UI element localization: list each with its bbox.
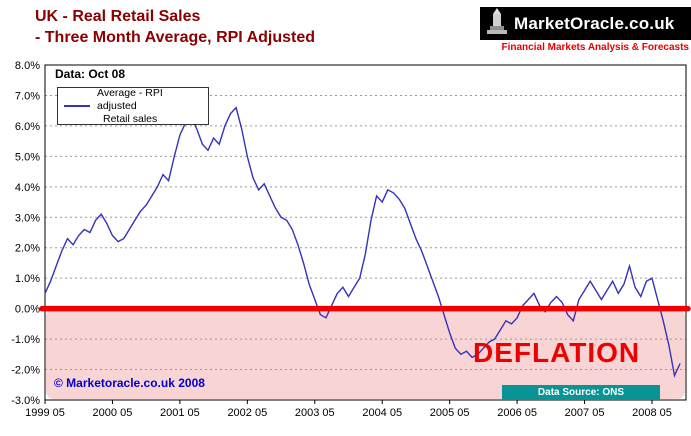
y-tick-label: 2.0%	[15, 243, 40, 255]
y-tick-label: 5.0%	[15, 151, 40, 163]
legend-line-sample	[64, 105, 90, 107]
data-asof-label: Data: Oct 08	[55, 67, 126, 81]
copyright-label: © Marketoracle.co.uk 2008	[54, 376, 205, 390]
deflation-annotation: DEFLATION	[473, 337, 641, 368]
legend-label-line1: Average - RPI adjusted	[97, 86, 163, 112]
y-tick-label: 8.0%	[15, 60, 40, 72]
x-tick-label: 2008 05	[632, 407, 672, 419]
data-source-badge: Data Source: ONS	[502, 385, 660, 400]
y-tick-label: 0.0%	[15, 304, 40, 316]
x-tick-label: 2005 05	[430, 407, 470, 419]
brand-name: MarketOracle.co.uk	[514, 13, 675, 33]
monument-icon	[485, 7, 509, 40]
x-tick-label: 2002 05	[227, 407, 267, 419]
x-tick-label: 2004 05	[362, 407, 402, 419]
legend-label: Average - RPI adjusted Retail sales	[97, 87, 202, 126]
y-tick-label: -1.0%	[11, 334, 40, 346]
line-chart: 8.0% 7.0% 6.0% 5.0% 4.0% 3.0% 2.0% 1.0% 0.0% -1.0…	[11, 60, 691, 419]
brand-tagline: Financial Markets Analysis & Forecasts	[501, 42, 690, 53]
retail-sales-line	[44, 106, 681, 378]
deflation-band	[46, 308, 685, 399]
y-tick-label: 6.0%	[15, 121, 40, 133]
x-tick-label: 2007 05	[565, 407, 605, 419]
y-tick-label: 4.0%	[15, 182, 40, 194]
y-tick-label: 3.0%	[15, 212, 40, 224]
y-tick-label: -3.0%	[11, 395, 40, 407]
y-tick-label: 1.0%	[15, 273, 40, 285]
y-tick-label: -2.0%	[11, 365, 40, 377]
x-tick-label: 2006 05	[497, 407, 537, 419]
x-tick-label: 2000 05	[93, 407, 133, 419]
legend-label-line2: Retail sales	[103, 112, 158, 125]
chart-title-line2: - Three Month Average, RPI Adjusted	[35, 29, 316, 46]
chart-title: UK - Real Retail Sales - Three Month Ave…	[35, 6, 315, 48]
x-tick-label: 2003 05	[295, 407, 335, 419]
plot-border	[44, 64, 687, 401]
x-tick-label: 2001 05	[160, 407, 200, 419]
legend: Average - RPI adjusted Retail sales	[57, 87, 209, 125]
y-tick-label: 7.0%	[15, 90, 40, 102]
marketoracle-logo-banner: MarketOracle.co.uk	[480, 7, 691, 40]
chart-title-line1: UK - Real Retail Sales	[35, 8, 201, 25]
x-tick-label: 1999 05	[25, 407, 65, 419]
